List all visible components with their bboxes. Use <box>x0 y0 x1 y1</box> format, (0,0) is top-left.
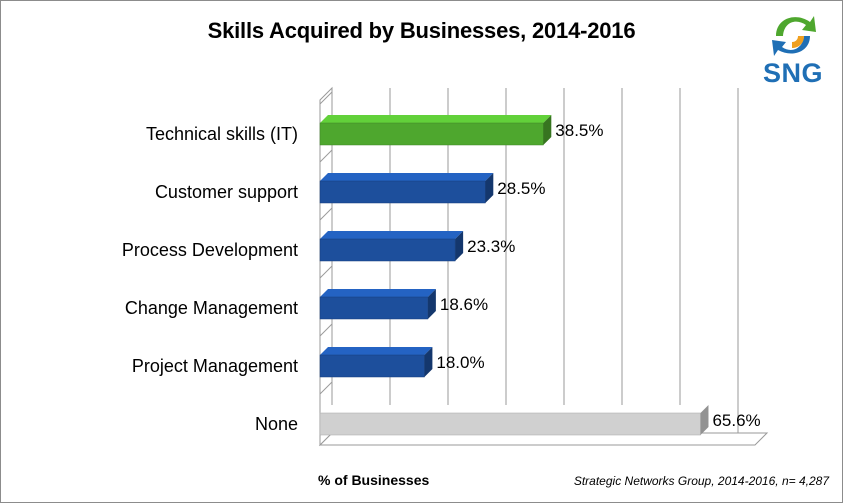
value-label: 65.6% <box>712 411 760 430</box>
bar-front-face <box>319 354 425 378</box>
bar-change-management <box>319 289 436 320</box>
bar-end-face <box>700 405 709 435</box>
category-tick <box>319 323 333 337</box>
bar-customer-support <box>319 173 494 204</box>
value-label: 18.0% <box>436 353 484 372</box>
bar-top-face <box>320 231 464 239</box>
value-label: 38.5% <box>555 121 603 140</box>
category-label: Technical skills (IT) <box>146 124 298 144</box>
category-label: Process Development <box>122 240 298 260</box>
category-tick <box>319 381 333 395</box>
bar-top-face <box>320 405 709 413</box>
category-label: None <box>255 414 298 434</box>
bar-top-face <box>320 347 433 355</box>
bar-front-face <box>319 122 544 146</box>
bar-front-face <box>319 412 701 436</box>
bar-project-management <box>319 347 433 378</box>
bar-end-face <box>485 173 494 203</box>
bar-front-face <box>319 238 456 262</box>
category-label: Change Management <box>125 298 298 318</box>
chart-bars <box>319 115 709 436</box>
bar-top-face <box>320 173 494 181</box>
sng-logo: SNG <box>748 6 838 90</box>
value-label: 28.5% <box>497 179 545 198</box>
bar-end-face <box>427 289 436 319</box>
sng-logo-text: SNG <box>762 58 823 88</box>
bar-top-face <box>320 115 552 123</box>
category-tick <box>319 149 333 163</box>
bar-process-development <box>319 231 464 262</box>
bar-front-face <box>319 296 429 320</box>
bar-none <box>319 405 709 436</box>
bar-front-face <box>319 180 486 204</box>
bar-end-face <box>543 115 552 145</box>
chart-labels: Technical skills (IT) 38.5% Customer suppo… <box>122 121 761 434</box>
chart-title: Skills Acquired by Businesses, 2014-2016 <box>207 18 636 43</box>
bar-top-face <box>320 289 436 297</box>
bar-technical-skills-it <box>319 115 552 146</box>
x-axis-label: % of Businesses <box>318 472 430 488</box>
value-label: 23.3% <box>467 237 515 256</box>
bar-end-face <box>424 347 433 377</box>
bar-end-face <box>455 231 464 261</box>
value-label: 18.6% <box>440 295 488 314</box>
sng-logo-arrows-icon <box>772 16 816 56</box>
category-label: Project Management <box>132 356 298 376</box>
category-tick <box>319 265 333 279</box>
category-tick <box>319 207 333 221</box>
category-label: Customer support <box>155 182 298 202</box>
source-note: Strategic Networks Group, 2014-2016, n= … <box>573 474 829 488</box>
category-tick <box>319 91 333 105</box>
